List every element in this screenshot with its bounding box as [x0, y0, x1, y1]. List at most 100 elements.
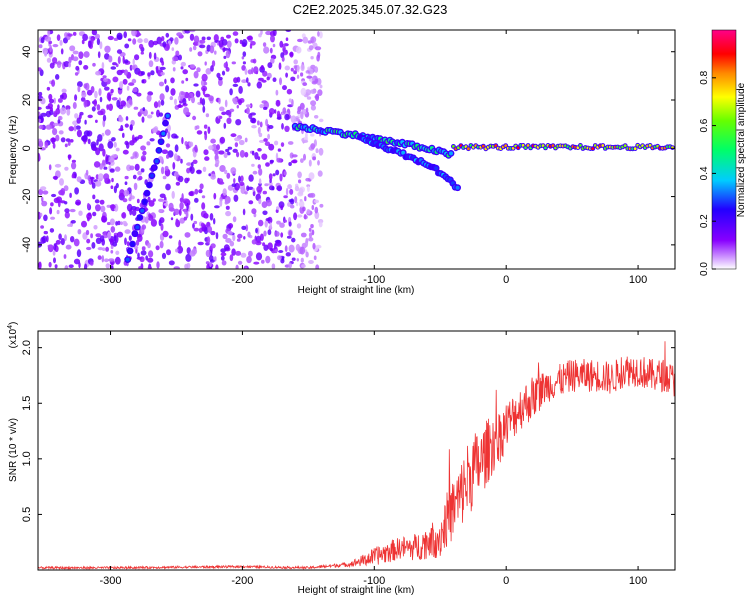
noise-point: [87, 40, 92, 48]
x-tick-label: -100: [363, 575, 385, 587]
x-tick-label: -300: [100, 274, 122, 286]
noise-point: [201, 195, 206, 199]
noise-point: [301, 264, 306, 268]
noise-point: [138, 266, 142, 269]
noise-point: [108, 155, 115, 163]
spectrogram-x-ticks: -300 -200 -100 0 100: [100, 30, 647, 286]
noise-point: [55, 239, 61, 245]
noise-point: [161, 252, 167, 259]
noise-point: [105, 154, 109, 162]
noise-point: [269, 247, 273, 252]
noise-point: [308, 45, 314, 51]
noise-point: [58, 115, 63, 121]
feature-point: [544, 146, 547, 150]
noise-point: [239, 150, 245, 158]
noise-point: [279, 222, 285, 228]
noise-point: [282, 50, 289, 56]
colorbar-tick-label: 0.2: [699, 214, 710, 228]
noise-point: [40, 97, 46, 105]
noise-point: [45, 235, 49, 243]
noise-point: [315, 148, 319, 154]
feature-point: [149, 173, 154, 178]
noise-point: [180, 91, 186, 96]
noise-point: [226, 151, 231, 156]
noise-point: [174, 135, 179, 139]
noise-point: [204, 61, 207, 66]
noise-point: [193, 227, 200, 232]
noise-point: [196, 130, 203, 135]
noise-point: [318, 147, 324, 156]
noise-point: [279, 40, 284, 48]
noise-point: [124, 59, 129, 64]
noise-point: [290, 76, 296, 82]
noise-point: [95, 180, 102, 187]
noise-point: [38, 44, 43, 49]
noise-point: [204, 132, 208, 141]
noise-point: [310, 224, 314, 229]
noise-point: [116, 49, 123, 54]
noise-point: [157, 100, 161, 108]
noise-point: [308, 237, 314, 242]
noise-point: [185, 112, 191, 116]
noise-point: [282, 107, 287, 114]
noise-point: [218, 97, 221, 105]
noise-point: [67, 223, 72, 227]
noise-point: [52, 44, 59, 48]
noise-point: [71, 159, 76, 163]
x-tick-label: 0: [503, 575, 509, 587]
noise-point: [60, 188, 66, 196]
noise-point: [250, 117, 256, 124]
noise-point: [276, 185, 283, 192]
noise-point: [213, 34, 219, 42]
noise-point: [258, 219, 264, 227]
noise-point: [55, 74, 60, 80]
noise-point: [159, 193, 166, 199]
noise-point: [288, 262, 292, 269]
noise-point: [106, 92, 112, 101]
noise-point: [248, 174, 254, 182]
noise-point: [42, 190, 49, 195]
noise-point: [189, 64, 196, 69]
noise-point: [158, 112, 164, 117]
noise-point: [251, 125, 257, 129]
noise-point: [234, 142, 239, 148]
feature-point: [434, 166, 439, 171]
noise-point: [201, 98, 206, 106]
noise-point: [227, 223, 234, 229]
noise-point: [221, 260, 227, 266]
noise-point: [268, 181, 273, 187]
noise-point: [109, 168, 115, 173]
noise-point: [91, 176, 94, 185]
noise-point: [128, 235, 132, 241]
noise-point: [300, 64, 305, 72]
noise-point: [238, 139, 245, 146]
noise-point: [162, 175, 167, 180]
noise-point: [153, 52, 157, 60]
noise-point: [279, 77, 282, 86]
noise-point: [68, 264, 74, 269]
noise-point: [38, 67, 42, 72]
noise-point: [306, 75, 313, 79]
noise-point: [267, 229, 272, 236]
noise-point: [132, 151, 139, 159]
noise-point: [293, 212, 298, 221]
noise-point: [188, 94, 191, 102]
noise-point: [201, 202, 206, 210]
noise-point: [170, 77, 175, 84]
noise-point: [99, 96, 103, 103]
colorbar-label: Normalized spectral amplitude: [736, 82, 747, 217]
noise-point: [261, 100, 268, 104]
noise-point: [146, 141, 151, 146]
noise-point: [155, 65, 159, 74]
noise-point: [215, 232, 219, 240]
feature-point: [163, 121, 168, 126]
noise-point: [59, 107, 67, 115]
noise-point: [123, 189, 130, 197]
noise-point: [197, 51, 203, 57]
noise-point: [259, 104, 264, 109]
noise-point: [283, 219, 288, 223]
noise-point: [101, 132, 105, 137]
noise-point: [241, 225, 247, 230]
noise-point: [240, 252, 247, 258]
